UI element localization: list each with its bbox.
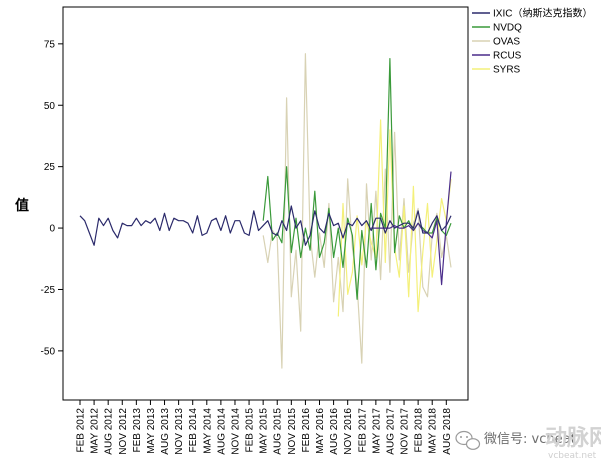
x-tick-label: AUG 2018	[442, 408, 453, 455]
x-tick-label: NOV 2012	[118, 408, 129, 455]
x-tick-label: MAY 2015	[259, 408, 270, 454]
x-tick-label: AUG 2017	[385, 408, 396, 455]
watermark: 微信号: vcbeat 动脉网 vcbeat.net	[455, 426, 601, 461]
x-tick-label: AUG 2013	[160, 408, 171, 455]
legend-label: NVDQ	[493, 23, 522, 34]
legend-label: IXIC（纳斯达克指数）	[493, 7, 592, 20]
legend-label: RCUS	[493, 51, 522, 62]
y-tick-label: -25	[41, 285, 56, 296]
y-tick-label: 25	[44, 162, 56, 173]
watermark-wechat-label: 微信号: vcbeat	[484, 432, 576, 447]
x-tick-label: FEB 2013	[132, 408, 143, 453]
watermark-logo: 动脉网	[545, 426, 601, 451]
x-tick-label: NOV 2017	[400, 408, 411, 455]
x-tick-label: MAY 2016	[315, 408, 326, 454]
series-line-rcus	[371, 171, 452, 286]
x-tick-label: FEB 2016	[301, 408, 312, 453]
x-tick-label: AUG 2015	[273, 408, 284, 455]
legend-label: OVAS	[493, 37, 520, 48]
x-tick-label: NOV 2013	[174, 408, 185, 455]
y-tick-label: 0	[49, 224, 55, 235]
series-lines	[79, 53, 452, 369]
y-tick-label: 50	[44, 101, 56, 112]
x-tick-label: MAY 2012	[90, 408, 101, 454]
x-tick-label: MAY 2018	[428, 408, 439, 454]
x-tick-label: NOV 2016	[343, 408, 354, 455]
x-tick-label: MAY 2014	[202, 408, 213, 454]
legend: IXIC（纳斯达克指数） NVDQ OVAS RCUS SYRS	[472, 7, 592, 76]
x-tick-label: FEB 2014	[188, 408, 199, 453]
y-axis: -50 -25 0 25 50 75	[41, 39, 63, 357]
legend-label: SYRS	[493, 65, 521, 76]
x-tick-label: MAY 2013	[146, 408, 157, 454]
series-line-ovas	[262, 53, 452, 369]
x-tick-label: NOV 2014	[230, 408, 241, 455]
x-tick-label: AUG 2016	[329, 408, 340, 455]
series-line-ixic	[79, 205, 452, 246]
y-tick-label: -50	[41, 346, 56, 357]
x-tick-label: NOV 2015	[287, 408, 298, 455]
x-tick-label: AUG 2012	[104, 408, 115, 455]
x-tick-label: FEB 2012	[76, 408, 87, 453]
watermark-url: vcbeat.net	[548, 451, 597, 461]
wechat-icon	[455, 430, 481, 450]
x-axis: FEB 2012 MAY 2012 AUG 2012 NOV 2012 FEB 2013…	[76, 400, 453, 455]
x-tick-label: MAY 2017	[371, 408, 382, 454]
y-axis-label: 值	[15, 197, 29, 214]
x-tick-label: FEB 2015	[245, 408, 256, 453]
y-tick-label: 75	[44, 39, 56, 50]
x-tick-label: FEB 2018	[414, 408, 425, 453]
x-tick-label: FEB 2017	[357, 408, 368, 453]
x-tick-label: AUG 2014	[216, 408, 227, 455]
